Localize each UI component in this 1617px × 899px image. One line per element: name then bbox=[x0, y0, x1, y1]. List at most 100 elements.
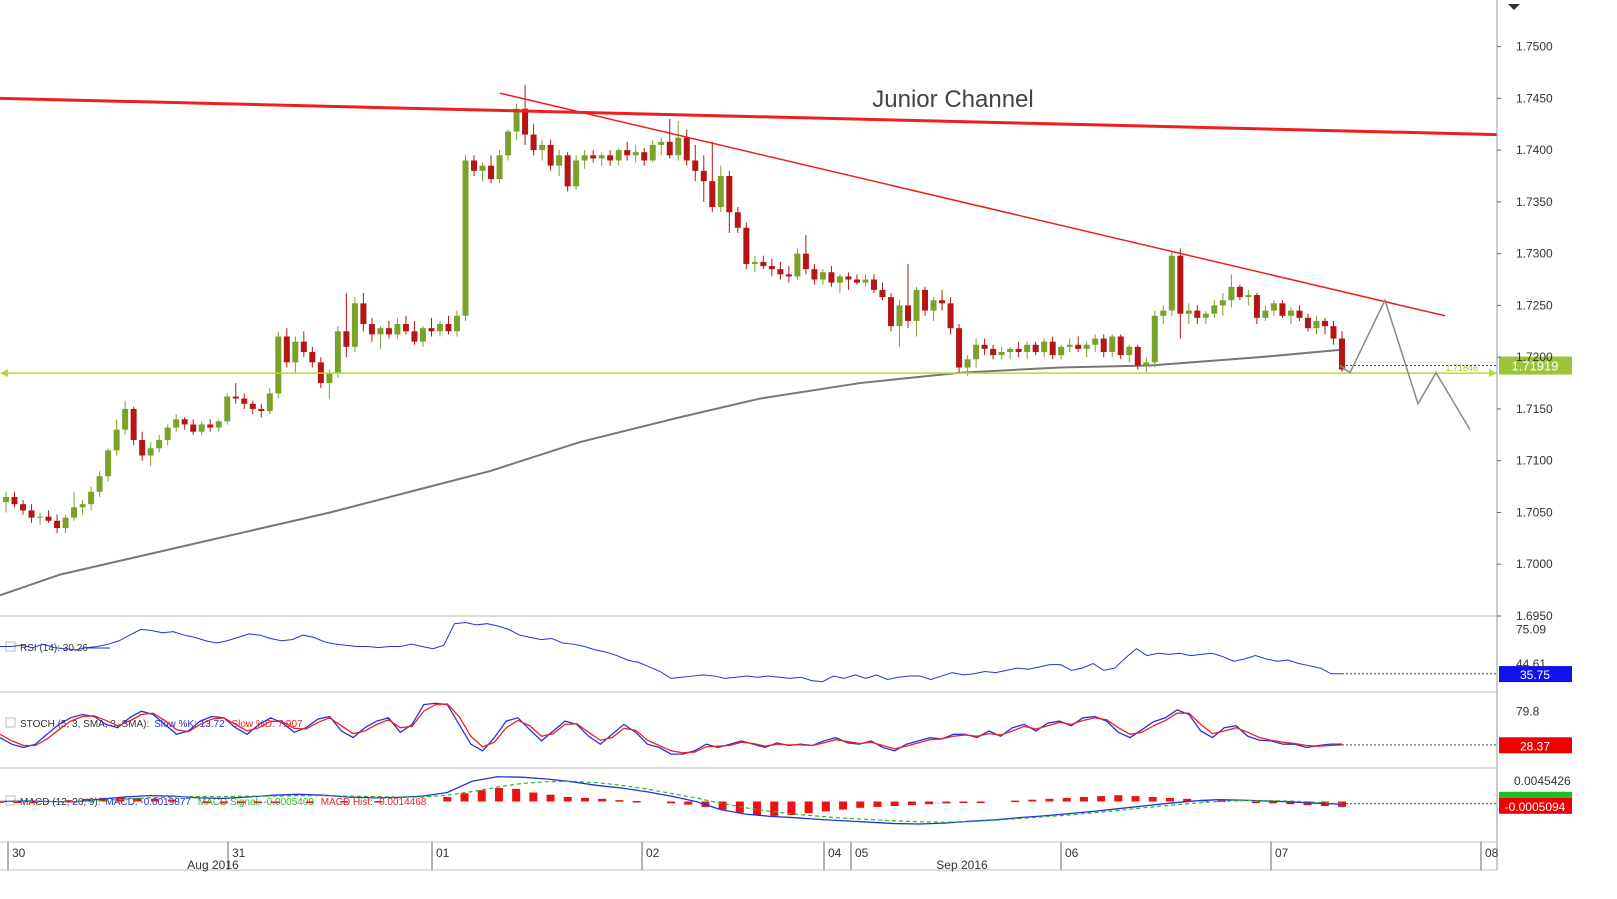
candle[interactable] bbox=[54, 514, 61, 534]
candle[interactable] bbox=[173, 414, 180, 432]
candle[interactable] bbox=[198, 421, 205, 435]
candle[interactable] bbox=[887, 292, 894, 332]
candle[interactable] bbox=[539, 139, 546, 161]
candle[interactable] bbox=[224, 393, 231, 425]
candle[interactable] bbox=[292, 336, 299, 373]
candle[interactable] bbox=[522, 84, 529, 145]
candle[interactable] bbox=[930, 297, 937, 321]
candle[interactable] bbox=[870, 274, 877, 293]
candle[interactable] bbox=[956, 324, 963, 373]
candle[interactable] bbox=[1151, 310, 1158, 368]
candle[interactable] bbox=[343, 292, 350, 358]
candle[interactable] bbox=[607, 150, 614, 166]
candle[interactable] bbox=[113, 419, 120, 456]
candle[interactable] bbox=[1262, 305, 1269, 321]
candle[interactable] bbox=[717, 165, 724, 213]
candle[interactable] bbox=[385, 320, 392, 339]
candle[interactable] bbox=[1211, 300, 1218, 318]
candle[interactable] bbox=[377, 326, 384, 349]
candle[interactable] bbox=[819, 269, 826, 285]
candle[interactable] bbox=[726, 170, 733, 233]
candle[interactable] bbox=[845, 272, 852, 290]
candle[interactable] bbox=[428, 317, 435, 337]
candle[interactable] bbox=[1185, 303, 1192, 325]
candle[interactable] bbox=[334, 326, 341, 378]
candle[interactable] bbox=[1253, 292, 1260, 325]
candle[interactable] bbox=[309, 346, 316, 368]
candle[interactable] bbox=[1092, 334, 1099, 352]
candle[interactable] bbox=[590, 150, 597, 163]
candle[interactable] bbox=[998, 346, 1005, 360]
candle[interactable] bbox=[164, 424, 171, 446]
price-axis[interactable]: 1.7500 1.7450 1.7400 1.7350 1.7300 1.7250 1.72… bbox=[1496, 0, 1571, 870]
candle[interactable] bbox=[351, 297, 358, 352]
candle[interactable] bbox=[939, 289, 946, 311]
candle[interactable] bbox=[122, 400, 129, 435]
candle[interactable] bbox=[1296, 305, 1303, 321]
candle[interactable] bbox=[1245, 289, 1252, 306]
candle[interactable] bbox=[547, 139, 554, 171]
time-axis[interactable]: 30 31 01 02 04 05 06 07 08 Aug 2016 Sep 2016 bbox=[7, 842, 1499, 872]
candle[interactable] bbox=[241, 393, 248, 409]
candle[interactable] bbox=[692, 144, 699, 182]
candle[interactable] bbox=[1117, 334, 1124, 360]
candle[interactable] bbox=[1041, 338, 1048, 358]
candle[interactable] bbox=[1126, 344, 1133, 363]
candle[interactable] bbox=[3, 491, 9, 513]
candle[interactable] bbox=[573, 155, 580, 190]
candle[interactable] bbox=[530, 124, 537, 156]
candle[interactable] bbox=[1321, 317, 1328, 335]
candle[interactable] bbox=[300, 331, 307, 358]
candle[interactable] bbox=[1007, 346, 1014, 360]
candle[interactable] bbox=[71, 491, 78, 521]
candle[interactable] bbox=[632, 144, 639, 163]
candle[interactable] bbox=[1339, 331, 1345, 372]
candle[interactable] bbox=[556, 150, 563, 176]
candle[interactable] bbox=[445, 315, 452, 335]
candle[interactable] bbox=[658, 137, 665, 156]
candle[interactable] bbox=[598, 152, 605, 166]
candle[interactable] bbox=[88, 486, 95, 511]
candle[interactable] bbox=[615, 148, 622, 166]
candle[interactable] bbox=[368, 317, 375, 342]
candle[interactable] bbox=[283, 328, 290, 368]
candle[interactable] bbox=[505, 129, 512, 161]
candle[interactable] bbox=[1304, 313, 1311, 332]
candle[interactable] bbox=[462, 155, 469, 321]
candle[interactable] bbox=[700, 155, 707, 202]
candle[interactable] bbox=[1143, 357, 1150, 373]
candle[interactable] bbox=[105, 448, 112, 482]
candle[interactable] bbox=[964, 355, 971, 376]
candle[interactable] bbox=[411, 320, 418, 345]
candle[interactable] bbox=[683, 129, 690, 166]
candle[interactable] bbox=[1134, 344, 1141, 370]
descending-trend-line[interactable] bbox=[499, 92, 1446, 317]
candle[interactable] bbox=[207, 419, 214, 432]
candle[interactable] bbox=[479, 162, 486, 182]
candle[interactable] bbox=[1160, 305, 1167, 325]
candle[interactable] bbox=[37, 512, 44, 525]
candle[interactable] bbox=[147, 442, 154, 466]
candle[interactable] bbox=[1194, 305, 1201, 325]
candle[interactable] bbox=[266, 388, 273, 415]
candle[interactable] bbox=[1100, 334, 1107, 358]
candle[interactable] bbox=[326, 369, 333, 399]
candle[interactable] bbox=[896, 300, 903, 347]
candle[interactable] bbox=[232, 383, 239, 404]
candle[interactable] bbox=[828, 266, 835, 287]
candle[interactable] bbox=[181, 417, 188, 430]
candle[interactable] bbox=[624, 141, 631, 161]
candle[interactable] bbox=[436, 320, 443, 337]
candle[interactable] bbox=[1015, 341, 1022, 358]
candle[interactable] bbox=[130, 406, 137, 446]
candle[interactable] bbox=[454, 310, 461, 337]
candle[interactable] bbox=[1066, 338, 1073, 352]
candle[interactable] bbox=[139, 431, 146, 461]
candle[interactable] bbox=[1049, 336, 1056, 360]
candle[interactable] bbox=[45, 510, 52, 523]
candle[interactable] bbox=[1032, 341, 1039, 356]
candle[interactable] bbox=[879, 282, 886, 301]
candle[interactable] bbox=[215, 419, 222, 432]
trend-lines[interactable] bbox=[0, 92, 1498, 317]
candle[interactable] bbox=[471, 155, 478, 176]
